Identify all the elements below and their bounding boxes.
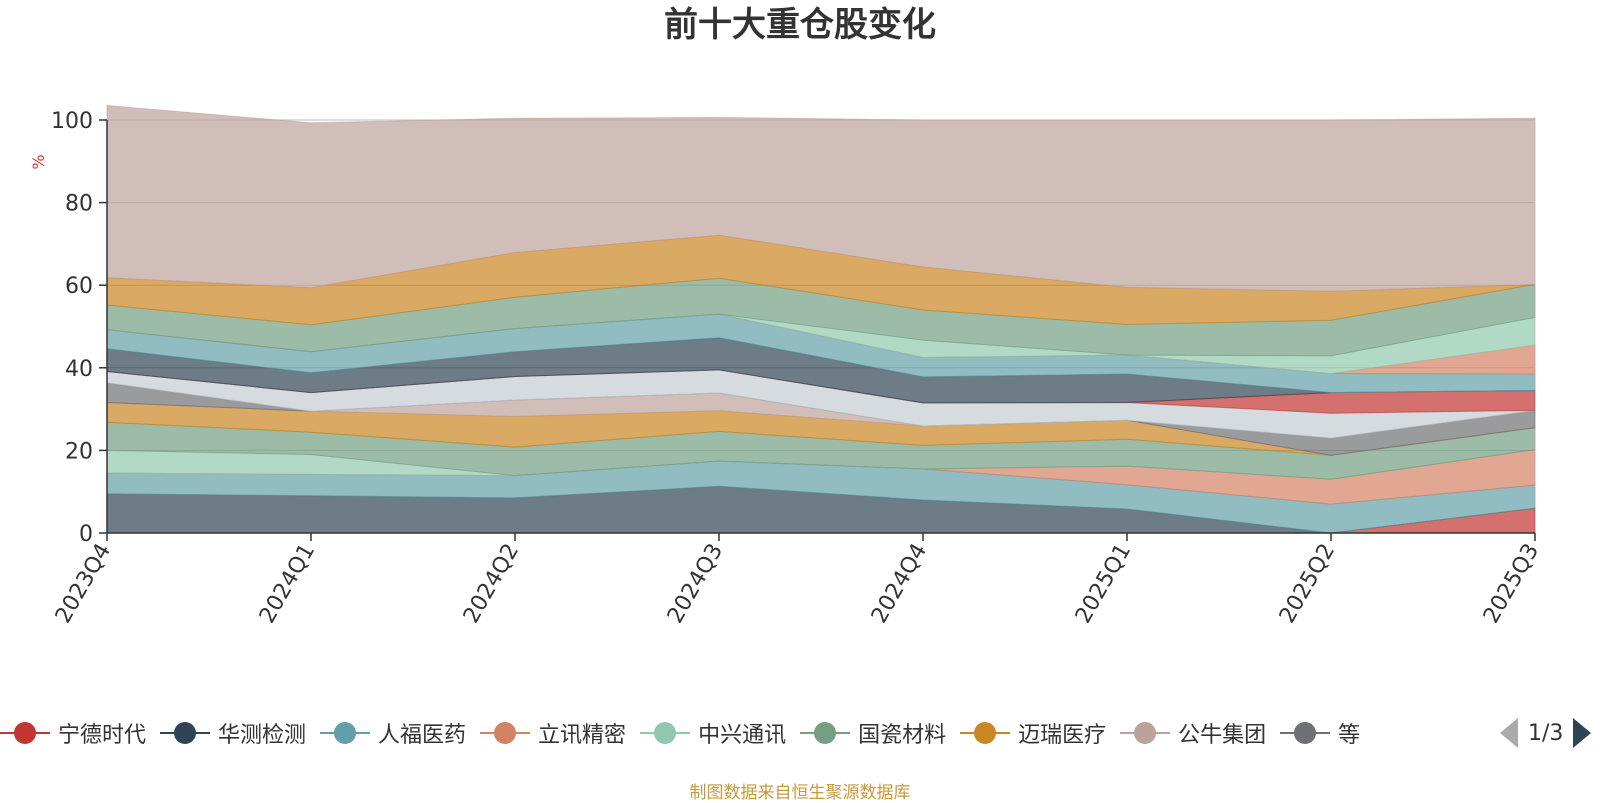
legend-marker-dot [14, 722, 36, 744]
y-tick-label: 100 [51, 109, 93, 134]
legend-marker-dot [1294, 722, 1317, 744]
legend-marker-icon [800, 716, 851, 750]
legend-label: 国瓷材料 [858, 723, 947, 748]
legend-marker-icon [960, 716, 1011, 750]
y-tick-label: 40 [65, 357, 93, 382]
x-tick-label: 2024Q4 [867, 540, 932, 628]
y-tick-label: 20 [65, 439, 93, 464]
legend-item[interactable]: 华测检测 [160, 716, 306, 750]
y-tick-label: 60 [65, 274, 93, 299]
legend-marker-icon [480, 716, 531, 750]
legend-item[interactable]: 公牛集团 [1120, 716, 1266, 750]
legend-marker-dot [654, 722, 677, 744]
legend-label: 宁德时代 [58, 723, 147, 748]
y-tick-label: 0 [79, 522, 93, 547]
legend-label: 等 [1338, 723, 1361, 748]
stacked-area-chart: 0 20 40 60 80 100% 2023Q4 2024Q1 2024Q2 2024Q3 202… [29, 104, 1544, 628]
x-tick-label: 2025Q1 [1071, 540, 1136, 628]
legend-marker-icon [1280, 716, 1331, 750]
series-area-18 [106, 104, 1536, 292]
x-tick-label: 2025Q3 [1479, 540, 1544, 628]
x-tick-label: 2024Q2 [459, 540, 524, 628]
y-axis-label: % [29, 154, 48, 169]
legend: 宁德时代 华测检测 人福医药 立讯精密 中兴通讯 国瓷材料 迈瑞医疗 公牛集团 等 [0, 716, 1480, 750]
legend-prev-page-button[interactable] [1500, 718, 1518, 748]
legend-marker-icon [320, 716, 371, 750]
legend-marker-dot [974, 722, 997, 744]
x-tick-label: 2023Q4 [51, 540, 116, 628]
legend-item[interactable]: 等 [1280, 716, 1360, 750]
legend-item[interactable]: 迈瑞医疗 [960, 716, 1106, 750]
legend-page-indicator: 1/3 [1528, 720, 1564, 746]
legend-marker-dot [334, 722, 357, 744]
legend-marker-dot [1134, 722, 1157, 744]
legend-label: 迈瑞医疗 [1018, 723, 1107, 748]
legend-next-page-button[interactable] [1573, 718, 1592, 748]
legend-item[interactable]: 立讯精密 [480, 716, 626, 750]
legend-marker-icon [1120, 716, 1171, 750]
x-tick-label: 2024Q1 [255, 540, 320, 628]
legend-pager: 1/3 [1500, 716, 1592, 750]
x-tick-label: 2025Q2 [1275, 540, 1340, 628]
legend-label: 中兴通讯 [698, 723, 787, 748]
source-note: 制图数据来自恒生聚源数据库 [689, 783, 911, 803]
legend-item[interactable]: 宁德时代 [0, 716, 146, 750]
chart-title: 前十大重仓股变化 [664, 5, 936, 45]
legend-marker-dot [814, 722, 837, 744]
legend-marker-dot [494, 722, 517, 744]
legend-item[interactable]: 国瓷材料 [800, 716, 946, 750]
legend-marker-icon [640, 716, 691, 750]
legend-label: 立讯精密 [538, 723, 627, 748]
legend-label: 公牛集团 [1178, 723, 1267, 748]
x-tick-label: 2024Q3 [663, 540, 728, 628]
legend-item[interactable]: 中兴通讯 [640, 716, 786, 750]
legend-marker-dot [174, 722, 197, 744]
legend-label: 人福医药 [378, 723, 467, 748]
y-tick-label: 80 [65, 192, 93, 217]
legend-marker-icon [160, 716, 211, 750]
legend-label: 华测检测 [218, 723, 307, 748]
legend-marker-icon [0, 716, 50, 750]
legend-item[interactable]: 人福医药 [320, 716, 466, 750]
